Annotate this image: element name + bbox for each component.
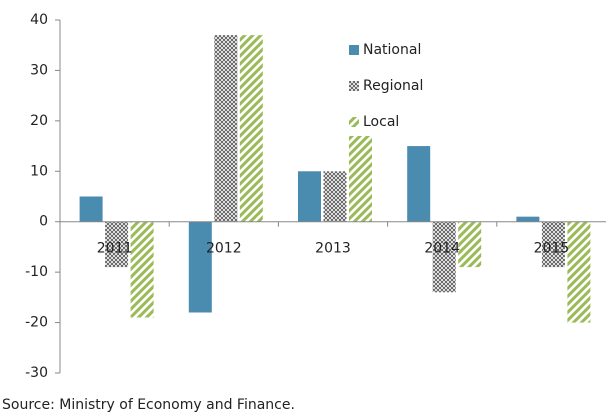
bar: [567, 221, 591, 323]
bar: [349, 135, 372, 222]
bar: [541, 221, 565, 268]
bar: [214, 35, 238, 222]
legend-label: Regional: [363, 78, 423, 94]
y-tick-label: -30: [25, 365, 48, 381]
bar: [79, 196, 103, 222]
y-tick-label: 40: [30, 12, 48, 28]
x-tick-label: 2011: [97, 241, 133, 257]
legend-swatch: [349, 117, 359, 127]
y-tick-label: -10: [25, 264, 48, 280]
legend-label: National: [363, 42, 421, 58]
bar: [130, 221, 154, 318]
x-tick-label: 2014: [424, 241, 460, 257]
y-tick-label: 10: [30, 163, 48, 179]
bar: [323, 171, 347, 222]
x-tick-label: 2015: [534, 241, 570, 257]
y-tick-label: 30: [30, 62, 48, 78]
bar: [407, 146, 431, 222]
legend-swatch: [349, 45, 359, 55]
y-tick-label: 20: [30, 113, 48, 129]
bar: [239, 35, 263, 222]
bar: [105, 221, 129, 268]
x-tick-label: 2012: [206, 241, 242, 257]
legend-label: Local: [363, 114, 399, 130]
source-note: Source: Ministry of Economy and Finance.: [2, 397, 295, 413]
legend-swatch: [349, 81, 359, 91]
bar: [516, 216, 540, 222]
bar: [298, 171, 321, 222]
bar: [458, 221, 482, 268]
x-tick-label: 2013: [315, 241, 351, 257]
y-tick-label: 0: [39, 214, 48, 230]
bar: [432, 221, 456, 293]
y-tick-label: -20: [25, 315, 48, 331]
bar: [188, 221, 212, 313]
